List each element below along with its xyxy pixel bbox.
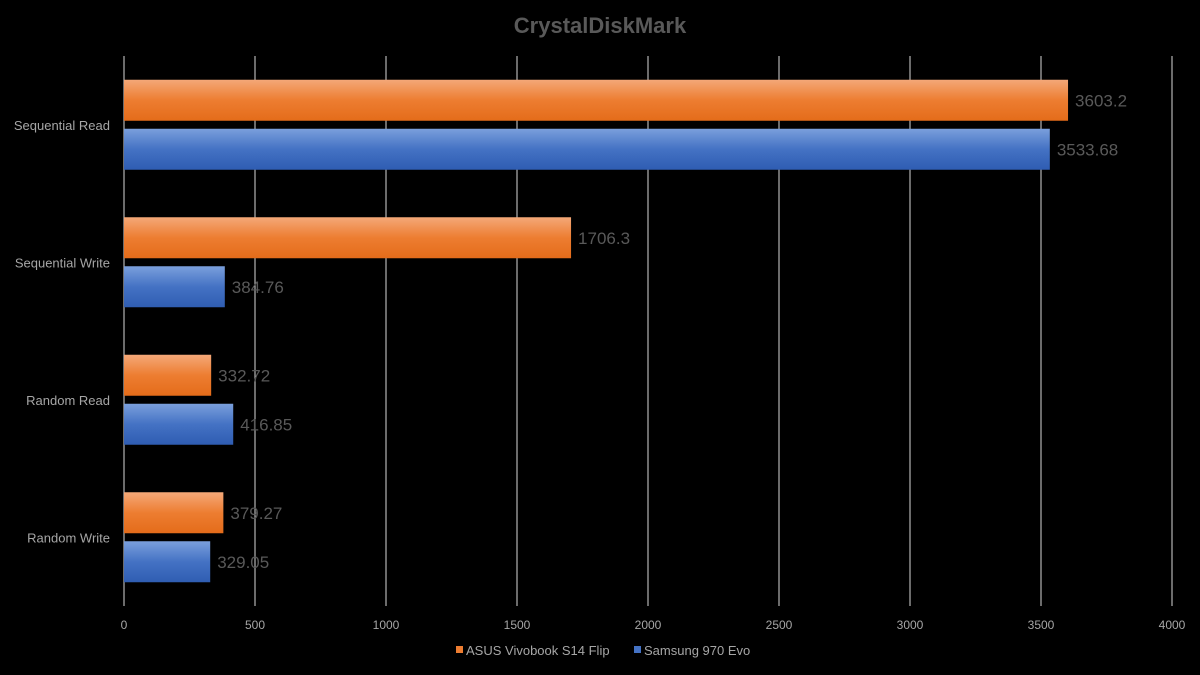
data-label: 332.72 [218, 366, 270, 385]
legend-swatch [456, 646, 463, 653]
x-tick-label: 1500 [504, 618, 531, 632]
category-label: Random Write [27, 530, 110, 545]
data-label: 1706.3 [578, 229, 630, 248]
bar-samsung [124, 541, 211, 583]
category-label: Sequential Write [15, 255, 110, 270]
legend: ASUS Vivobook S14 Flip Samsung 970 Evo [456, 643, 750, 658]
bar-asus [124, 217, 572, 259]
bar-samsung [124, 403, 234, 445]
legend-swatch [634, 646, 641, 653]
legend-label: Samsung 970 Evo [644, 643, 750, 658]
data-label: 416.85 [240, 415, 292, 434]
chart-title: CrystalDiskMark [514, 13, 687, 38]
bar-asus [124, 354, 212, 396]
data-label: 329.05 [217, 553, 269, 572]
data-label: 379.27 [230, 504, 282, 523]
labels: 0 500 1000 1500 2000 2500 3000 3500 4000 Sequenti… [14, 91, 1186, 632]
x-tick-label: 1000 [373, 618, 400, 632]
x-tick-label: 2500 [766, 618, 793, 632]
bar-samsung [124, 128, 1050, 170]
bar-samsung [124, 266, 225, 308]
x-tick-label: 3000 [897, 618, 924, 632]
bar-asus [124, 492, 224, 534]
legend-label: ASUS Vivobook S14 Flip [466, 643, 610, 658]
x-tick-label: 2000 [635, 618, 662, 632]
x-tick-label: 0 [121, 618, 128, 632]
category-label: Random Read [26, 393, 110, 408]
x-tick-label: 500 [245, 618, 265, 632]
x-tick-label: 4000 [1159, 618, 1186, 632]
x-tick-label: 3500 [1028, 618, 1055, 632]
bars [124, 79, 1069, 583]
category-label: Sequential Read [14, 118, 110, 133]
data-label: 384.76 [232, 278, 284, 297]
data-label: 3533.68 [1057, 140, 1118, 159]
bar-asus [124, 79, 1069, 121]
data-label: 3603.2 [1075, 91, 1127, 110]
